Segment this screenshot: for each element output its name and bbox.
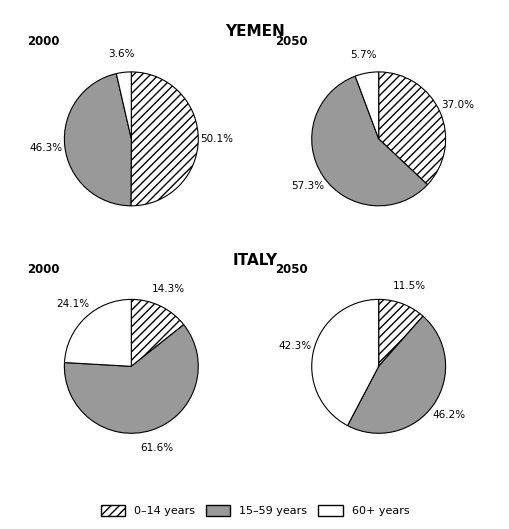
Text: 46.3%: 46.3% bbox=[30, 143, 63, 153]
Wedge shape bbox=[131, 72, 198, 206]
Legend: 0–14 years, 15–59 years, 60+ years: 0–14 years, 15–59 years, 60+ years bbox=[96, 500, 413, 521]
Wedge shape bbox=[347, 316, 445, 433]
Text: 2000: 2000 bbox=[27, 262, 60, 276]
Wedge shape bbox=[116, 72, 131, 139]
Text: 42.3%: 42.3% bbox=[278, 341, 312, 351]
Wedge shape bbox=[64, 299, 131, 366]
Wedge shape bbox=[64, 74, 131, 206]
Text: 5.7%: 5.7% bbox=[350, 50, 376, 60]
Wedge shape bbox=[131, 299, 183, 366]
Text: YEMEN: YEMEN bbox=[224, 24, 285, 39]
Text: 2050: 2050 bbox=[274, 262, 307, 276]
Wedge shape bbox=[311, 76, 427, 206]
Text: 14.3%: 14.3% bbox=[152, 284, 185, 294]
Wedge shape bbox=[64, 325, 198, 433]
Text: 57.3%: 57.3% bbox=[290, 181, 323, 191]
Text: 3.6%: 3.6% bbox=[108, 49, 135, 59]
Text: 37.0%: 37.0% bbox=[440, 100, 473, 110]
Text: 50.1%: 50.1% bbox=[200, 134, 233, 144]
Text: ITALY: ITALY bbox=[232, 253, 277, 268]
Wedge shape bbox=[311, 299, 378, 426]
Wedge shape bbox=[378, 299, 422, 366]
Wedge shape bbox=[354, 72, 378, 139]
Text: 2050: 2050 bbox=[274, 35, 307, 48]
Text: 61.6%: 61.6% bbox=[140, 443, 174, 453]
Text: 46.2%: 46.2% bbox=[432, 410, 465, 420]
Text: 24.1%: 24.1% bbox=[56, 299, 89, 309]
Text: 2000: 2000 bbox=[27, 35, 60, 48]
Text: 11.5%: 11.5% bbox=[391, 281, 425, 291]
Wedge shape bbox=[378, 72, 445, 185]
